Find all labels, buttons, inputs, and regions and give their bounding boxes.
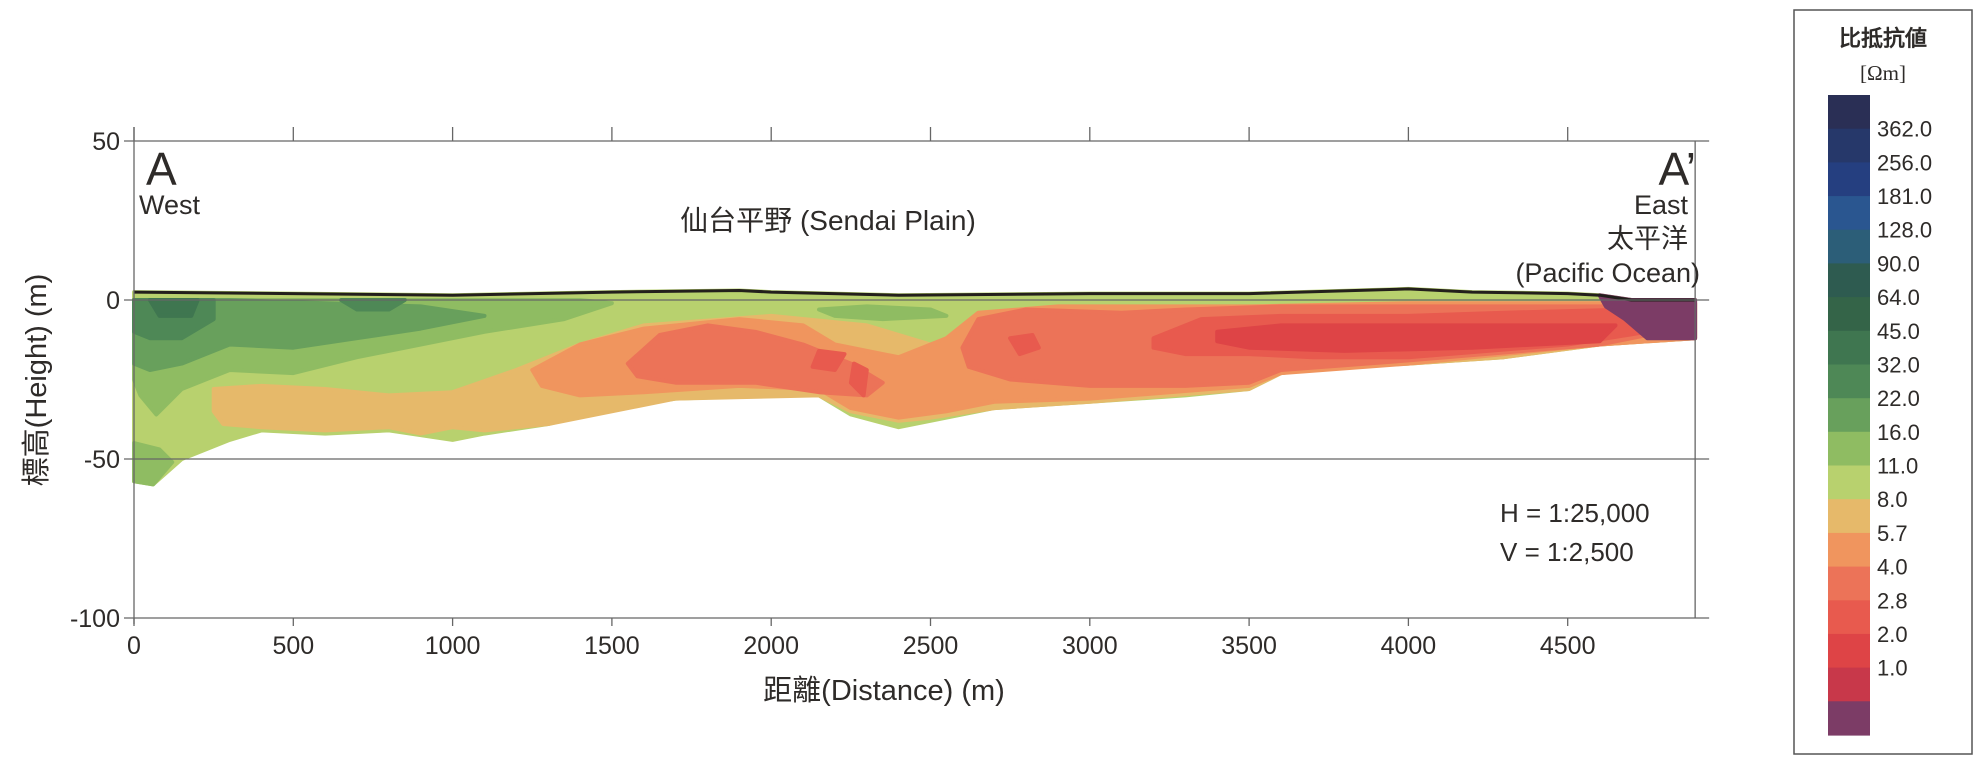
x-tick-label: 3500 [1221, 632, 1277, 660]
x-tick-label: 500 [272, 632, 314, 660]
x-tick-label: 2000 [743, 632, 799, 660]
colorbar-band [1828, 297, 1870, 332]
colorbar: 362.0 256.0 181.0 128.0 90.0 64.0 45.0 32.0 22.0… [1828, 95, 1932, 736]
resistivity-region-2-0-2-8 [1215, 323, 1618, 353]
resistivity-regions [132, 286, 1698, 487]
resistivity-region-45-64 [147, 298, 200, 318]
x-tick-label: 2500 [903, 632, 959, 660]
colorbar-band [1828, 196, 1870, 231]
x-tick-label: 1500 [584, 632, 640, 660]
colorbar-level-label: 22.0 [1877, 386, 1920, 411]
colorbar-level-label: 32.0 [1877, 353, 1920, 378]
colorbar-level-label: 128.0 [1877, 218, 1932, 243]
colorbar-band [1828, 701, 1870, 736]
point-a-label: A [146, 143, 177, 195]
colorbar-band [1828, 465, 1870, 500]
colorbar-band [1828, 364, 1870, 399]
topography-line [133, 287, 1696, 302]
colorbar-band [1828, 128, 1870, 163]
colorbar-level-label: 181.0 [1877, 184, 1932, 209]
y-tick-label: -100 [70, 605, 120, 633]
pacific-ocean-en-label: (Pacific Ocean) [1515, 258, 1700, 288]
vertical-scale-label: V = 1:2,500 [1500, 537, 1634, 567]
colorbar-band [1828, 532, 1870, 568]
x-tick-label: 0 [127, 632, 141, 660]
colorbar-band [1828, 431, 1870, 467]
resistivity-region-2-8-4-0 [1008, 333, 1041, 357]
colorbar-band [1828, 330, 1870, 366]
y-axis-label: 標高(Height) (m) [20, 274, 53, 487]
x-tick-label: 1000 [425, 632, 481, 660]
resistivity-region-16-22 [817, 304, 949, 322]
colorbar-band [1828, 499, 1870, 534]
x-tick-label: 4000 [1381, 632, 1437, 660]
colorbar-legend: 比抵抗値 [Ωm] 362.0 256.0 181.0 128.0 90.0 64.0 45… [1793, 9, 1973, 755]
y-tick-label: 0 [106, 287, 120, 315]
colorbar-level-label: 2.8 [1877, 588, 1908, 613]
colorbar-level-label: 8.0 [1877, 487, 1908, 512]
colorbar-level-label: 2.0 [1877, 622, 1908, 647]
labels: A West 仙台平野 (Sendai Plain) A’ East 太平洋 (… [20, 143, 1700, 707]
colorbar-level-label: 1.0 [1877, 656, 1908, 681]
colorbar-title: 比抵抗値 [1839, 26, 1927, 51]
x-tick-label: 4500 [1540, 632, 1596, 660]
colorbar-level-label: 4.0 [1877, 555, 1908, 580]
resistivity-region-2-8-4-0 [848, 361, 869, 398]
west-label: West [139, 190, 201, 220]
resistivity-region-2-8-4-0 [810, 348, 847, 372]
x-tick-label: 3000 [1062, 632, 1118, 660]
colorbar-level-label: 5.7 [1877, 521, 1908, 546]
colorbar-unit: [Ωm] [1860, 61, 1906, 85]
pacific-ocean-jp-label: 太平洋 [1607, 224, 1688, 254]
axes: 500-50-1000 500 1000 1500 2000 2500 3000 3500 40… [70, 127, 1710, 660]
chart-title: 仙台平野 (Sendai Plain) [680, 205, 976, 236]
colorbar-level-label: 16.0 [1877, 420, 1920, 445]
colorbar-band [1828, 229, 1870, 264]
colorbar-level-label: 11.0 [1877, 454, 1918, 479]
point-a-prime-label: A’ [1659, 143, 1697, 195]
y-tick-label: 50 [92, 128, 120, 156]
colorbar-band [1828, 162, 1870, 197]
colorbar-band [1828, 600, 1870, 635]
colorbar-band [1828, 398, 1870, 433]
legend-box [1793, 9, 1973, 755]
colorbar-band [1828, 633, 1870, 669]
colorbar-band [1828, 566, 1870, 601]
colorbar-level-label: 256.0 [1877, 150, 1932, 175]
east-label: East [1634, 190, 1689, 220]
colorbar-level-label: 362.0 [1877, 117, 1932, 142]
colorbar-band [1828, 95, 1870, 130]
resistivity-region-4-0-5-7 [625, 323, 885, 398]
y-tick-label: -50 [84, 446, 120, 474]
resistivity-region-22-32 [132, 298, 487, 372]
colorbar-band [1828, 667, 1870, 702]
x-axis-label: 距離(Distance) (m) [763, 674, 1005, 707]
colorbar-level-label: 64.0 [1877, 285, 1920, 310]
colorbar-level-label: 45.0 [1877, 319, 1920, 344]
colorbar-level-label: 90.0 [1877, 251, 1920, 276]
horizontal-scale-label: H = 1:25,000 [1500, 498, 1650, 528]
colorbar-band [1828, 263, 1870, 298]
